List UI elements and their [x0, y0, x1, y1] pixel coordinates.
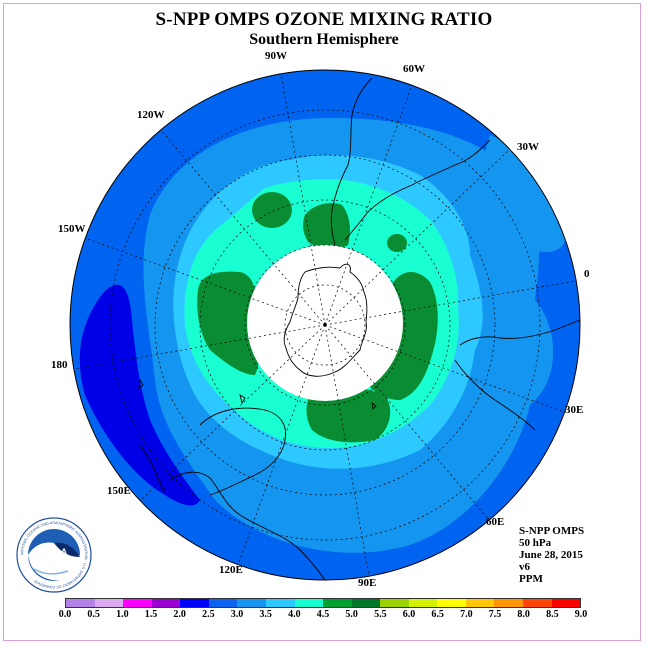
label-30e: 30E [565, 404, 584, 416]
colorbar-swatch [180, 599, 209, 607]
label-90w: 90W [265, 50, 287, 62]
colorbar-swatch [351, 599, 381, 607]
colorbar-tick-label: 7.5 [488, 609, 502, 620]
colorbar-swatch [66, 599, 95, 607]
plot-frame [3, 3, 641, 641]
colorbar-swatch [523, 599, 552, 607]
colorbar-swatch [323, 599, 352, 607]
islands-1 [239, 394, 246, 405]
label-120w: 120W [137, 109, 165, 121]
noaa-logo: NOAA NATIONAL OCEANIC AND ATMOSPHERIC AD… [16, 517, 92, 593]
colorbar-tick-label: 6.0 [402, 609, 416, 620]
label-0: 0 [584, 268, 590, 280]
info-instrument: S-NPP OMPS [519, 525, 585, 537]
band-2-5-east [484, 135, 565, 252]
colorbar-tick-label: 0.5 [87, 609, 100, 620]
colorbar-tick-label: 3.0 [230, 609, 244, 620]
label-60e: 60E [486, 516, 505, 528]
info-block: S-NPP OMPS 50 hPa June 28, 2015 v6 PPM [519, 525, 584, 585]
label-30w: 30W [517, 141, 539, 153]
info-version: v6 [519, 561, 530, 573]
south-america-coast-east [344, 139, 491, 241]
colorbar-swatch [551, 599, 581, 607]
colorbar-tick-label: 1.0 [116, 609, 129, 620]
info-date: June 28, 2015 [519, 549, 583, 561]
label-150w: 150W [58, 223, 86, 235]
colorbar-tick-label: 5.0 [345, 609, 358, 620]
africa-coast-south [454, 359, 536, 431]
new-zealand-coast [139, 444, 166, 493]
colorbar-tick-label: 7.0 [460, 609, 473, 620]
colorbar [65, 598, 581, 608]
australia-coast-2 [169, 471, 326, 580]
antarctica-outline [283, 263, 368, 377]
colorbar-swatch [408, 599, 438, 607]
band-1-5 [79, 284, 200, 506]
map-title: S-NPP OMPS OZONE MIXING RATIO [155, 9, 493, 30]
colorbar-swatch [465, 599, 495, 607]
islands-3 [138, 378, 144, 389]
logo-text: NOAA [41, 547, 68, 557]
colorbar-tick-label: 9.0 [574, 609, 588, 620]
colorbar-tick-label: 8.5 [546, 609, 559, 620]
colorbar-swatch [265, 599, 295, 607]
colorbar-swatch [494, 599, 523, 607]
colorbar-tick-label: 2.5 [202, 609, 215, 620]
band-4-0-west [197, 271, 260, 375]
islands-2 [371, 401, 377, 410]
australia-coast [199, 407, 287, 496]
label-90e: 90E [358, 577, 377, 589]
info-units: PPM [519, 573, 543, 585]
colorbar-tick-label: 4.0 [288, 609, 301, 620]
colorbar-tick-label: 1.5 [144, 609, 158, 620]
colorbar-swatch [294, 599, 324, 607]
colorbar-tick-label: 2.0 [173, 609, 186, 620]
map-subtitle: Southern Hemisphere [249, 31, 399, 48]
colorbar-swatch [94, 599, 124, 607]
label-60w: 60W [403, 63, 425, 75]
colorbar-tick-label: 5.5 [374, 609, 387, 620]
africa-coast [459, 319, 580, 346]
colorbar-swatch [380, 599, 409, 607]
colorbar-tick-label: 4.5 [316, 609, 330, 620]
colorbar-swatch [237, 599, 266, 607]
band-4-0-spot-1 [252, 192, 292, 228]
band-4-0-south [306, 387, 391, 443]
graticule [73, 73, 576, 577]
south-america-coast [330, 77, 373, 246]
colorbar-tick-label: 6.5 [431, 609, 444, 620]
colorbar-tick-label: 0.0 [58, 609, 72, 620]
colorbar-tick-label: 8.0 [517, 609, 530, 620]
band-4-0-peninsula [303, 203, 350, 249]
label-120e: 120E [219, 564, 243, 576]
info-level: 50 hPa [519, 537, 552, 549]
colorbar-swatch [437, 599, 466, 607]
map-boundary [69, 69, 581, 581]
pole-dot [323, 322, 327, 326]
colorbar-swatch [123, 599, 152, 607]
label-150e: 150E [107, 485, 131, 497]
band-4-0-spot-2 [387, 234, 407, 252]
colorbar-swatch [151, 599, 181, 607]
colorbar-tick-label: 3.5 [259, 609, 272, 620]
colorbar-swatch [208, 599, 238, 607]
label-180: 180 [51, 359, 68, 371]
